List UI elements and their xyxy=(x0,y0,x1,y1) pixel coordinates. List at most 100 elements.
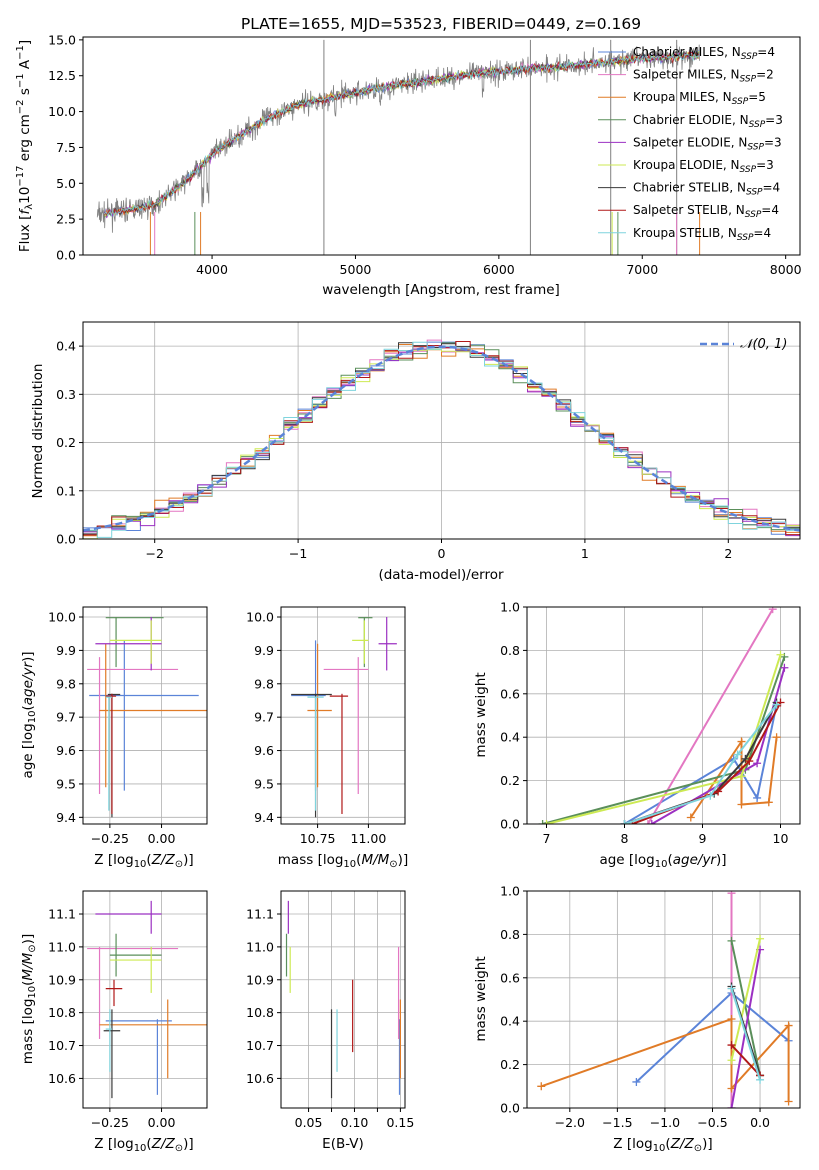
x-tick-label: 7 xyxy=(543,831,551,846)
y-tick-label: 0.0 xyxy=(500,1101,520,1116)
weight-vs-age-ylabel: mass weight xyxy=(473,672,489,757)
residuals-panel: −2 −1 0 1 2 0.0 0.1 0.2 0.3 0.4 (data-model)/erro… xyxy=(30,321,801,583)
legend-label: Kroupa STELIB, NSSP=4 xyxy=(633,226,771,243)
x-tick-label: 6000 xyxy=(483,262,515,277)
y-tick-label: 10.8 xyxy=(246,1005,274,1020)
y-tick-label: 10.6 xyxy=(246,1071,274,1086)
y-tick-label: 9.4 xyxy=(254,810,274,825)
y-tick-label: 12.5 xyxy=(48,68,76,83)
mass-weight-line xyxy=(647,608,774,824)
weight-vs-metallicity-frame xyxy=(526,890,801,1109)
y-tick-label: 0.3 xyxy=(56,387,76,402)
mass-vs-metallicity-ylabel: mass [log10(M/M⊙)] xyxy=(20,934,38,1064)
y-tick-label: 10.9 xyxy=(246,972,274,987)
mass-weight-marker xyxy=(542,820,551,824)
model-fit-line xyxy=(104,50,700,218)
y-tick-label: 10.0 xyxy=(48,610,76,625)
age-vs-metallicity-xlabel: Z [log10(Z/Z⊙)] xyxy=(94,852,193,870)
x-tick-label: 10 xyxy=(773,831,789,846)
mass-weight-line xyxy=(651,667,786,824)
x-tick-label: 5000 xyxy=(340,262,372,277)
y-tick-label: 11.0 xyxy=(246,939,274,954)
mass-weight-marker xyxy=(780,663,789,672)
model-fit-line xyxy=(104,51,700,219)
mass-weight-marker xyxy=(733,750,742,759)
y-tick-label: 0.0 xyxy=(500,817,520,832)
y-tick-label: 2.5 xyxy=(56,212,76,227)
mass-weight-marker xyxy=(784,1021,793,1030)
weight-vs-metallicity-ylabel: mass weight xyxy=(473,956,489,1041)
y-tick-label: 0.6 xyxy=(500,686,520,701)
spectrum-frame xyxy=(82,36,801,256)
age-vs-mass-xlabel: mass [log10(M/M⊙)] xyxy=(278,852,408,870)
age-vs-metallicity-ylabel: age [log10(age/yr)] xyxy=(20,651,38,778)
mass-weight-marker xyxy=(686,813,695,822)
y-tick-label: 9.5 xyxy=(56,776,76,791)
x-tick-label: −1 xyxy=(289,546,307,561)
x-tick-label: 1 xyxy=(581,546,589,561)
y-tick-label: 5.0 xyxy=(56,176,76,191)
mass-weight-line xyxy=(730,1044,761,1077)
x-tick-label: 2 xyxy=(724,546,732,561)
mass-weight-marker xyxy=(727,891,736,898)
y-tick-label: 1.0 xyxy=(500,884,520,899)
spectrum-legend: Chabrier MILES, NSSP=4 Salpeter MILES, NS… xyxy=(598,45,783,243)
y-tick-label: 11.0 xyxy=(48,939,76,954)
x-tick-label: 7000 xyxy=(626,262,658,277)
mass-weight-line xyxy=(730,940,761,1076)
weight-vs-age-frame xyxy=(526,606,801,825)
y-tick-label: 9.7 xyxy=(254,710,274,725)
age-vs-metallicity-panel: −0.25 0.00 9.4 9.5 9.6 9.7 9.8 9.9 10.0 Z [log10… xyxy=(20,606,208,870)
y-tick-label: 0.2 xyxy=(56,435,76,450)
y-tick-label: 10.7 xyxy=(246,1038,274,1053)
x-tick-label: 0.00 xyxy=(148,831,176,846)
x-tick-label: 11.00 xyxy=(351,831,387,846)
y-tick-label: 0.8 xyxy=(500,927,520,942)
weight-vs-age-panel: 7 8 9 10 0.0 0.2 0.4 0.6 0.8 1.0 age [log10(age/y… xyxy=(473,600,801,870)
mass-weight-line xyxy=(624,703,778,824)
mass-weight-marker xyxy=(737,800,746,809)
weight-vs-metallicity-xlabel: Z [log10(Z/Z⊙)] xyxy=(613,1136,712,1154)
y-tick-label: 0.2 xyxy=(500,773,520,788)
legend-label: Salpeter MILES, NSSP=2 xyxy=(633,68,774,85)
x-tick-label: 0.0 xyxy=(750,1115,770,1130)
mass-weight-marker xyxy=(727,936,736,945)
model-fit-line xyxy=(104,52,699,217)
y-tick-label: 10.0 xyxy=(48,104,76,119)
mass-weight-marker xyxy=(643,820,652,824)
x-tick-label: 0.10 xyxy=(341,1115,369,1130)
x-tick-label: −2.0 xyxy=(555,1115,585,1130)
mass-vs-metallicity-frame xyxy=(82,890,208,1109)
x-tick-label: −0.25 xyxy=(91,831,129,846)
legend-label: Kroupa MILES, NSSP=5 xyxy=(633,90,766,107)
y-tick-label: 9.7 xyxy=(56,710,76,725)
y-tick-label: 10.8 xyxy=(48,1005,76,1020)
mass-weight-marker xyxy=(756,934,765,943)
mass-weight-marker xyxy=(727,1041,736,1050)
mass-weight-marker xyxy=(632,1077,641,1086)
x-tick-label: 8 xyxy=(621,831,629,846)
mass-vs-metallicity-xlabel: Z [log10(Z/Z⊙)] xyxy=(94,1136,193,1154)
y-tick-label: 0.1 xyxy=(56,483,76,498)
y-tick-label: 0.4 xyxy=(56,339,76,354)
residuals-ylabel: Normed distribution xyxy=(30,364,46,499)
x-tick-label: 8000 xyxy=(770,262,802,277)
y-tick-label: 9.4 xyxy=(56,810,76,825)
mass-weight-line xyxy=(730,938,761,1061)
y-tick-label: 10.6 xyxy=(48,1071,76,1086)
mass-weight-marker xyxy=(784,1097,793,1106)
y-tick-label: 9.6 xyxy=(254,743,274,758)
x-tick-label: 10.75 xyxy=(300,831,336,846)
age-vs-mass-panel: 10.75 11.00 9.4 9.5 9.6 9.7 9.8 9.9 10.0 mass [l… xyxy=(246,606,408,870)
y-tick-label: 10.9 xyxy=(48,972,76,987)
y-tick-label: 10.7 xyxy=(48,1038,76,1053)
x-tick-label: 0.15 xyxy=(386,1115,414,1130)
x-tick-label: −1.5 xyxy=(602,1115,632,1130)
legend-label: Chabrier ELODIE, NSSP=3 xyxy=(633,113,783,130)
y-tick-label: 0.0 xyxy=(56,248,76,263)
mass-weight-marker xyxy=(745,757,754,766)
y-tick-label: 9.5 xyxy=(254,776,274,791)
y-tick-label: 0.4 xyxy=(500,1014,520,1029)
y-tick-label: 9.8 xyxy=(254,676,274,691)
